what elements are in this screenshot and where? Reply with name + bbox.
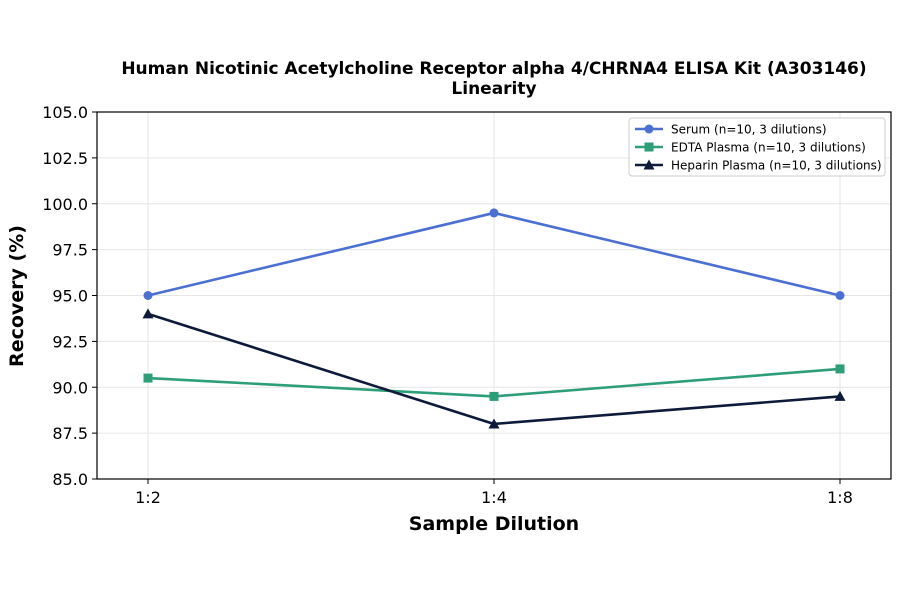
- y-tick-label: 102.5: [42, 149, 88, 168]
- legend-marker: [643, 159, 655, 170]
- x-tick-label: 1:8: [827, 488, 853, 507]
- y-tick-label: 85.0: [52, 470, 88, 489]
- data-point: [142, 308, 154, 319]
- y-tick-label: 92.5: [52, 332, 88, 351]
- y-tick-label: 87.5: [52, 424, 88, 443]
- legend-box: [628, 117, 886, 177]
- y-axis-label: Recovery (%): [6, 225, 28, 367]
- data-point: [488, 418, 500, 429]
- y-tick-label: 105.0: [42, 103, 88, 122]
- y-tick-label: 90.0: [52, 378, 88, 397]
- y-tick-label: 97.5: [52, 241, 88, 260]
- legend-item: Heparin Plasma (n=10, 3 dilutions): [635, 159, 882, 173]
- series-layer: [142, 208, 846, 429]
- x-tick-label: 1:2: [135, 488, 161, 507]
- y-tick-label: 100.0: [42, 195, 88, 214]
- legend-marker: [644, 142, 654, 152]
- data-point: [489, 208, 499, 218]
- chart-title-line1: Human Nicotinic Acetylcholine Receptor a…: [121, 59, 866, 79]
- data-point: [835, 291, 845, 300]
- x-tick-label: 1:4: [481, 488, 507, 507]
- legend-label: Serum (n=10, 3 dilutions): [671, 123, 827, 137]
- series-triangle: [142, 308, 846, 429]
- data-point: [834, 390, 846, 401]
- y-tick-label: 95.0: [52, 287, 88, 306]
- legend-item: EDTA Plasma (n=10, 3 dilutions): [635, 141, 866, 155]
- y-axis-ticks: 85.0 87.5 90.0 92.5 95.0 97.5 100.0 102.5 105.0: [42, 103, 97, 489]
- legend-marker: [644, 124, 654, 134]
- x-axis-label: Sample Dilution: [409, 513, 579, 535]
- chart-title-line2: Linearity: [451, 79, 536, 99]
- data-point: [143, 291, 153, 300]
- data-point: [835, 364, 845, 374]
- data-point: [143, 373, 153, 383]
- legend: Serum (n=10, 3 dilutions) EDTA Plasma (n=…: [628, 117, 886, 177]
- x-axis-ticks: 1:2 1:4 1:8: [135, 479, 853, 507]
- data-point: [489, 391, 499, 401]
- legend-label: Heparin Plasma (n=10, 3 dilutions): [671, 159, 882, 173]
- legend-label: EDTA Plasma (n=10, 3 dilutions): [671, 141, 866, 155]
- legend-item: Serum (n=10, 3 dilutions): [635, 123, 827, 137]
- series-circle: [143, 208, 845, 300]
- series-square: [143, 364, 845, 401]
